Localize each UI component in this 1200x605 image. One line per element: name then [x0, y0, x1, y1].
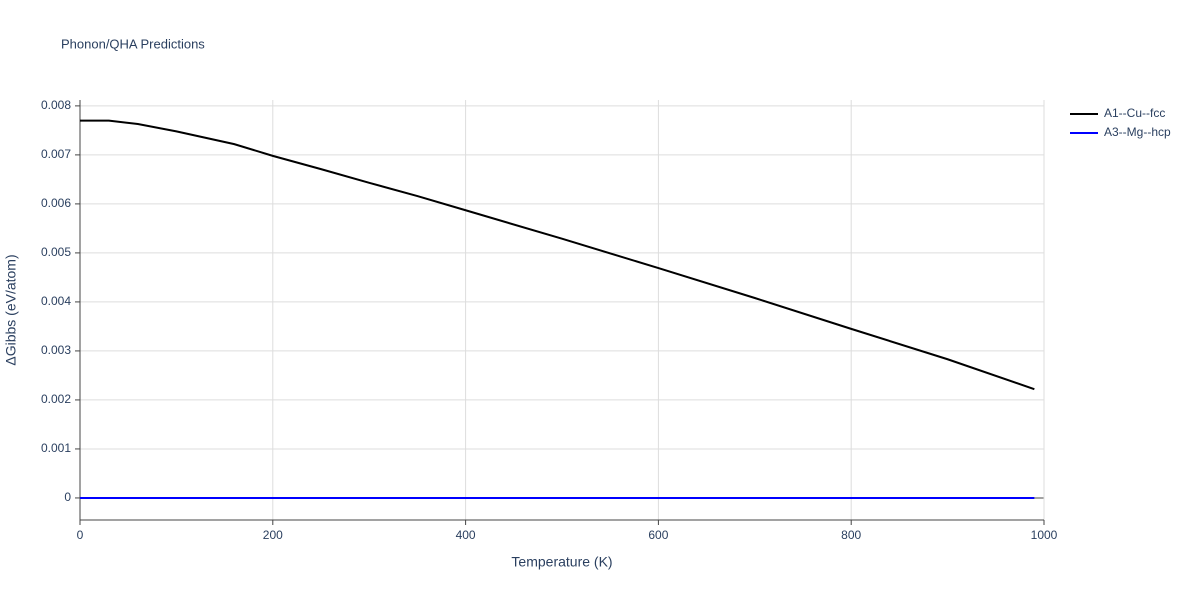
- legend-label: A1--Cu--fcc: [1104, 106, 1165, 120]
- x-tick-label: 200: [263, 528, 283, 542]
- series-line: [80, 119, 1035, 391]
- y-tick-label: 0.001: [41, 441, 71, 455]
- y-tick-label: 0.006: [41, 196, 71, 210]
- y-tick-label: 0.005: [41, 245, 71, 259]
- y-tick-label: 0.002: [41, 392, 71, 406]
- x-tick-label: 0: [77, 528, 84, 542]
- y-tick-label: 0.004: [41, 294, 71, 308]
- y-axis-label: ΔGibbs (eV/atom): [3, 254, 19, 365]
- x-tick-label: 1000: [1031, 528, 1058, 542]
- legend-label: A3--Mg--hcp: [1104, 125, 1171, 139]
- x-tick-label: 400: [456, 528, 476, 542]
- y-tick-label: 0.003: [41, 343, 71, 357]
- x-axis-label: Temperature (K): [511, 554, 612, 570]
- x-tick-label: 800: [841, 528, 861, 542]
- y-tick-label: 0.007: [41, 147, 71, 161]
- x-tick-label: 600: [648, 528, 668, 542]
- y-tick-label: 0: [64, 490, 71, 504]
- chart-title: Phonon/QHA Predictions: [61, 36, 205, 51]
- y-tick-label: 0.008: [41, 98, 71, 112]
